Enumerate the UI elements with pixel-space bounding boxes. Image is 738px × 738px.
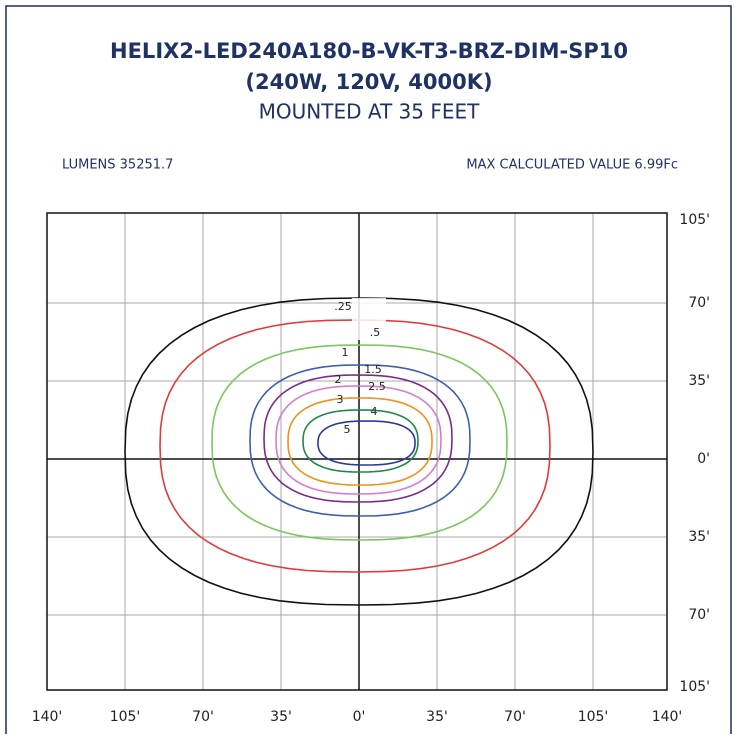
x-label: 35' [426,709,448,725]
x-label: 105' [110,709,141,725]
contour [211,344,508,541]
y-label: 105' [679,679,710,695]
contour-label: 3 [337,393,344,406]
y-label: 105' [679,212,710,228]
x-label: 70' [504,709,526,725]
y-label: 35' [688,529,710,545]
label-patch [352,298,386,340]
contour-label: 4 [371,405,378,418]
contour-label: 2.5 [368,380,386,393]
plot-border [46,212,668,691]
contour-label: 2 [335,373,342,386]
title: HELIX2-LED240A180-B-VK-T3-BRZ-DIM-SP10 [110,39,628,63]
contour [263,374,453,503]
contour [302,409,419,473]
y-label: 70' [688,295,710,311]
x-label: 0' [353,709,366,725]
contour [317,420,416,466]
contour [249,364,471,517]
contour-label: 1 [342,346,349,359]
x-label: 35' [270,709,292,725]
contour-label: 1.5 [364,363,382,376]
contour-label: .25 [334,300,352,313]
contour-label: .5 [370,326,381,339]
contour-label: 5 [344,423,351,436]
contour [287,397,433,486]
x-label: 140' [32,709,63,725]
y-label: 70' [688,607,710,623]
x-label: 140' [652,709,683,725]
lumens: LUMENS 35251.7 [62,158,173,173]
subtitle: MOUNTED AT 35 FEET [259,100,480,124]
contour [124,297,594,606]
max-value: MAX CALCULATED VALUE 6.99Fc [466,158,678,173]
x-label: 70' [192,709,214,725]
grid [46,212,668,691]
contour [159,319,551,573]
y-label: 35' [688,373,710,389]
frame [5,5,732,738]
y-label: 0' [697,451,710,467]
contour [275,385,442,495]
x-label: 105' [578,709,609,725]
title: (240W, 120V, 4000K) [245,70,492,94]
